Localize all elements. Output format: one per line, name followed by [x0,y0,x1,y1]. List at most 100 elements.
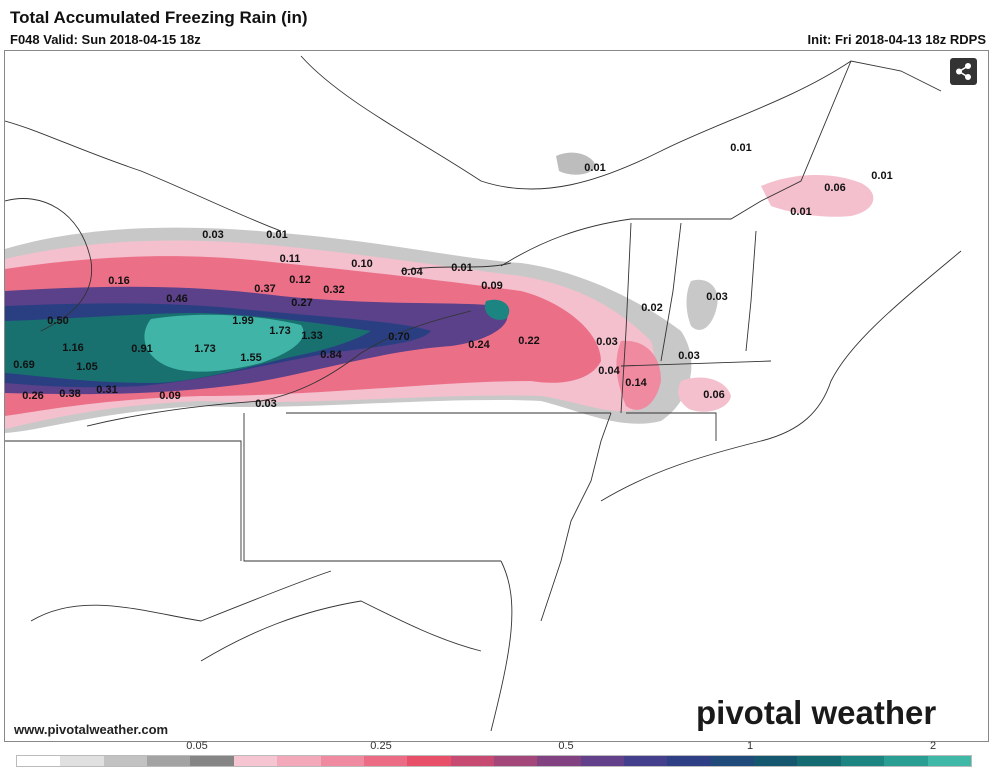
legend-swatch [840,756,885,766]
legend-colorbar [16,755,972,767]
share-button[interactable] [950,58,977,85]
value-label: 1.99 [232,315,253,327]
value-label: 0.09 [159,390,180,402]
legend-swatch [624,756,668,766]
value-label: 0.03 [678,350,699,362]
value-label: 1.73 [269,325,290,337]
swath-aqua [144,314,304,372]
lake-ontario-shore [400,262,512,272]
value-label: 0.01 [730,142,751,154]
legend-swatch [797,756,841,766]
value-label: 0.01 [871,170,892,182]
legend-swatch [450,756,494,766]
value-label: 0.01 [584,162,605,174]
coastline [600,250,962,502]
value-label: 0.14 [625,377,647,389]
share-icon [956,63,971,80]
value-label: 1.33 [301,330,322,342]
value-label: 0.01 [790,206,811,218]
value-label: 0.46 [166,293,187,305]
legend-swatch [710,756,755,766]
value-label: 0.38 [59,388,80,400]
value-label: 0.06 [703,389,724,401]
legend-swatch [233,756,278,766]
state-line-pa-south [243,413,501,562]
value-label: 0.24 [468,339,490,351]
legend-swatch [493,756,538,766]
value-label: 0.27 [291,297,312,309]
legend-swatch [320,756,364,766]
value-label: 0.04 [598,365,620,377]
legend-swatch [580,756,625,766]
legend-tick: 0.25 [370,740,392,752]
legend-tick: 1 [746,740,754,752]
value-label: 1.55 [240,352,261,364]
swath-ne-pink [761,175,874,217]
value-label: 0.03 [202,229,223,241]
canada-border [500,60,942,267]
swath-vt-gray [686,279,718,330]
init-time: Init: Fri 2018-04-13 18z RDPS [807,32,986,47]
swath-aqua-dot [484,299,510,320]
state-line-ma [620,360,772,367]
value-labels: 0.01 0.01 0.06 0.01 0.01 0.03 0.01 0.11 0.10 0.04… [13,142,892,410]
value-label: 1.16 [62,342,83,354]
value-label: 1.05 [76,361,97,373]
value-label: 0.01 [451,262,472,274]
legend-swatch [103,756,148,766]
st-lawrence [300,55,852,190]
value-label: 0.84 [320,349,342,361]
state-line-nj [540,412,612,622]
legend-swatch [927,756,971,766]
value-label: 0.91 [131,343,152,355]
map-canvas: 0.01 0.01 0.06 0.01 0.01 0.03 0.01 0.11 0.10 0.04… [5,55,962,732]
legend-swatch [60,756,104,766]
legend-swatch [147,756,191,766]
state-line-ct [626,412,717,441]
legend-tick: 0.5 [558,740,574,752]
value-label: 0.69 [13,359,34,371]
value-label: 0.09 [481,280,502,292]
legend-swatch [884,756,928,766]
value-label: 0.32 [323,284,344,296]
legend-swatch [407,756,451,766]
value-label: 0.50 [47,315,68,327]
value-label: 0.31 [96,384,117,396]
ohio-line [5,440,242,561]
boundaries [5,55,962,732]
legend-swatch [277,756,321,766]
wv-line [30,570,332,622]
value-label: 0.03 [706,291,727,303]
va-line [200,600,482,662]
swath-qc-gray [556,152,596,175]
header: Total Accumulated Freezing Rain (in) F04… [0,0,1000,50]
lake-erie-shore [86,310,472,427]
great-lakes-north [5,120,282,232]
value-label: 0.02 [641,302,662,314]
value-label: 0.37 [254,283,275,295]
legend-swatch [537,756,581,766]
michigan-shore [5,198,93,332]
delmarva [490,560,513,732]
value-label: 0.10 [351,258,372,270]
value-label: 1.73 [194,343,215,355]
value-label: 0.06 [824,182,845,194]
swath-ny-pink [616,340,661,410]
legend-swatch [667,756,711,766]
legend-swatch [754,756,798,766]
valid-time: F048 Valid: Sun 2018-04-15 18z [10,32,201,47]
value-label: 0.12 [289,274,310,286]
site-url[interactable]: www.pivotalweather.com [14,722,169,737]
value-label: 0.03 [596,336,617,348]
value-label: 0.16 [108,275,129,287]
legend-swatch [190,756,234,766]
brand-logo: pivotal weather [696,694,937,731]
legend-tick: 0.05 [186,740,208,752]
map-panel[interactable]: 0.01 0.01 0.06 0.01 0.01 0.03 0.01 0.11 0.10 0.04… [4,50,989,742]
state-line-nh-me [745,230,757,352]
value-label: 0.11 [280,253,301,265]
legend-tick: 2 [929,740,937,752]
state-line-vt-nh [660,222,682,362]
value-label: 0.04 [401,266,423,278]
value-label: 0.70 [388,331,409,343]
